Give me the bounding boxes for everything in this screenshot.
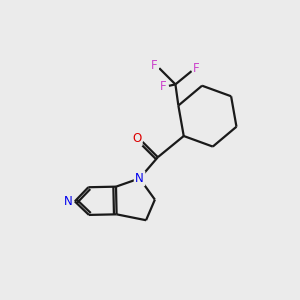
Text: F: F: [160, 80, 167, 93]
Text: N: N: [135, 172, 144, 185]
Text: F: F: [193, 62, 200, 75]
Text: N: N: [64, 196, 73, 208]
Text: F: F: [151, 59, 158, 72]
Text: O: O: [132, 132, 141, 145]
